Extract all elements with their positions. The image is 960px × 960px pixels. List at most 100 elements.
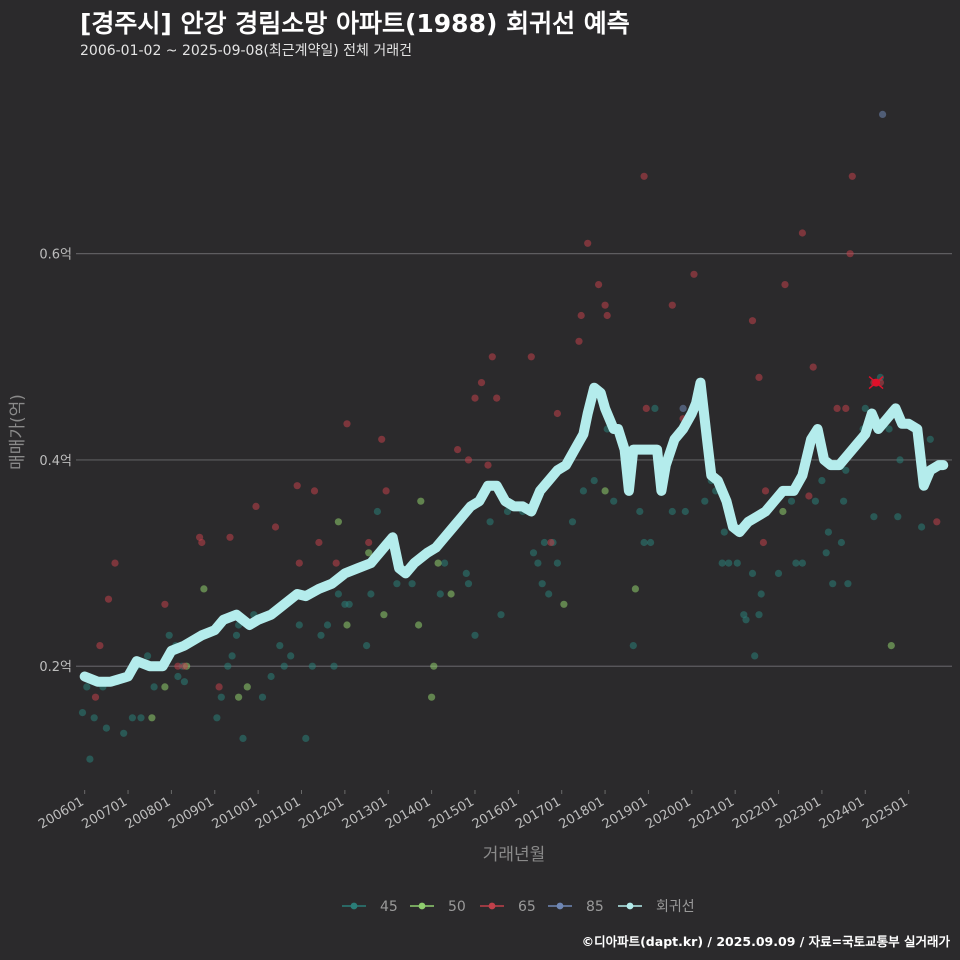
page-title: [경주시] 안강 경림소망 아파트(1988) 회귀선 예측 xyxy=(80,9,630,38)
data-point-45 xyxy=(837,538,846,547)
data-point-45 xyxy=(224,662,232,670)
data-point-50 xyxy=(779,507,787,516)
data-point-65 xyxy=(198,538,206,547)
data-point-45 xyxy=(529,549,538,557)
x-tick-label: 202501 xyxy=(860,794,910,832)
x-tick-label: 202301 xyxy=(773,794,823,832)
data-point-45 xyxy=(829,580,837,588)
data-point-45 xyxy=(774,569,783,578)
data-point-65 xyxy=(527,353,535,361)
data-point-45 xyxy=(217,693,225,701)
regression-line-path xyxy=(79,377,949,687)
data-point-45 xyxy=(180,678,188,686)
legend-key-dot xyxy=(556,902,564,910)
x-tick-label: 202001 xyxy=(643,794,693,832)
data-point-65 xyxy=(781,281,789,289)
data-point-65 xyxy=(601,301,609,309)
data-point-45 xyxy=(701,497,709,505)
data-point-65 xyxy=(761,487,770,495)
data-point-45 xyxy=(471,631,479,639)
data-point-45 xyxy=(647,538,655,547)
data-point-45 xyxy=(144,652,152,660)
data-point-65 xyxy=(484,461,492,469)
data-point-45 xyxy=(610,497,618,505)
data-point-50 xyxy=(148,714,156,722)
data-point-45 xyxy=(545,590,553,598)
legend-label: 50 xyxy=(448,899,466,915)
legend-key-dot xyxy=(350,902,358,910)
data-point-45 xyxy=(718,559,726,567)
data-point-65 xyxy=(833,404,841,412)
data-point-65 xyxy=(575,337,583,345)
data-point-45 xyxy=(228,652,236,660)
data-point-45 xyxy=(373,507,381,516)
data-point-45 xyxy=(330,662,338,670)
data-point-65 xyxy=(547,538,555,547)
y-axis-title: 매매가(억) xyxy=(8,394,28,470)
data-point-65 xyxy=(640,172,648,180)
data-point-45 xyxy=(751,652,759,660)
data-point-50 xyxy=(235,693,243,701)
data-point-45 xyxy=(757,590,765,598)
data-point-45 xyxy=(926,435,934,443)
data-point-50 xyxy=(560,600,568,608)
data-point-45 xyxy=(258,693,267,701)
x-tick-label: 202201 xyxy=(730,794,780,832)
data-point-45 xyxy=(870,513,878,521)
data-point-65 xyxy=(477,379,486,387)
data-point-45 xyxy=(174,672,182,681)
legend: 45 50 65 85 회귀선 xyxy=(342,899,695,915)
data-point-45 xyxy=(462,569,470,578)
data-point-45 xyxy=(436,590,444,598)
data-point-45 xyxy=(239,734,247,743)
data-point-45 xyxy=(842,466,850,474)
data-point-45 xyxy=(568,518,577,526)
data-point-45 xyxy=(894,513,902,521)
x-tick-label: 200801 xyxy=(123,794,173,832)
x-tick-label: 201301 xyxy=(340,794,390,832)
legend-key-dot xyxy=(488,902,496,910)
y-tick-label: 0.4억 xyxy=(39,454,72,469)
data-point-45 xyxy=(918,523,926,531)
data-point-45 xyxy=(668,507,676,516)
data-point-45 xyxy=(83,683,91,691)
data-point-45 xyxy=(287,652,295,660)
data-point-65 xyxy=(464,456,473,464)
data-point-65 xyxy=(215,683,223,691)
data-point-45 xyxy=(276,642,284,650)
data-point-45 xyxy=(629,642,637,650)
data-point-50 xyxy=(343,621,351,629)
data-point-45 xyxy=(497,611,505,619)
data-point-50 xyxy=(380,611,388,619)
data-point-45 xyxy=(818,477,826,485)
data-point-45 xyxy=(345,600,353,608)
data-point-50 xyxy=(200,585,208,593)
data-point-45 xyxy=(295,621,303,629)
data-point-45 xyxy=(408,580,416,588)
data-point-45 xyxy=(636,507,644,516)
data-point-45 xyxy=(232,631,241,639)
data-point-65 xyxy=(378,435,386,443)
data-point-65 xyxy=(226,533,234,541)
x-tick-label: 201401 xyxy=(383,794,433,832)
y-axis-ticks: 0.2억 0.4억 0.6억 xyxy=(39,248,72,676)
data-point-50 xyxy=(428,693,436,701)
data-point-65 xyxy=(315,538,323,547)
data-point-45 xyxy=(90,714,98,722)
x-tick-label: 201901 xyxy=(600,794,650,832)
data-point-45 xyxy=(725,559,733,567)
data-point-65 xyxy=(295,559,303,567)
data-point-45 xyxy=(363,642,371,650)
data-point-45 xyxy=(165,631,173,639)
data-point-65 xyxy=(759,538,768,547)
data-point-45 xyxy=(787,497,796,505)
x-tick-label: 201201 xyxy=(296,794,346,832)
data-point-65 xyxy=(332,559,340,567)
data-point-45 xyxy=(302,734,310,743)
legend-label: 65 xyxy=(518,899,536,915)
x-tick-label: 200601 xyxy=(36,794,86,832)
x-tick-label: 201701 xyxy=(513,794,563,832)
latest-trade-marker xyxy=(868,376,884,390)
data-point-45 xyxy=(811,497,820,505)
data-point-65 xyxy=(748,317,757,325)
